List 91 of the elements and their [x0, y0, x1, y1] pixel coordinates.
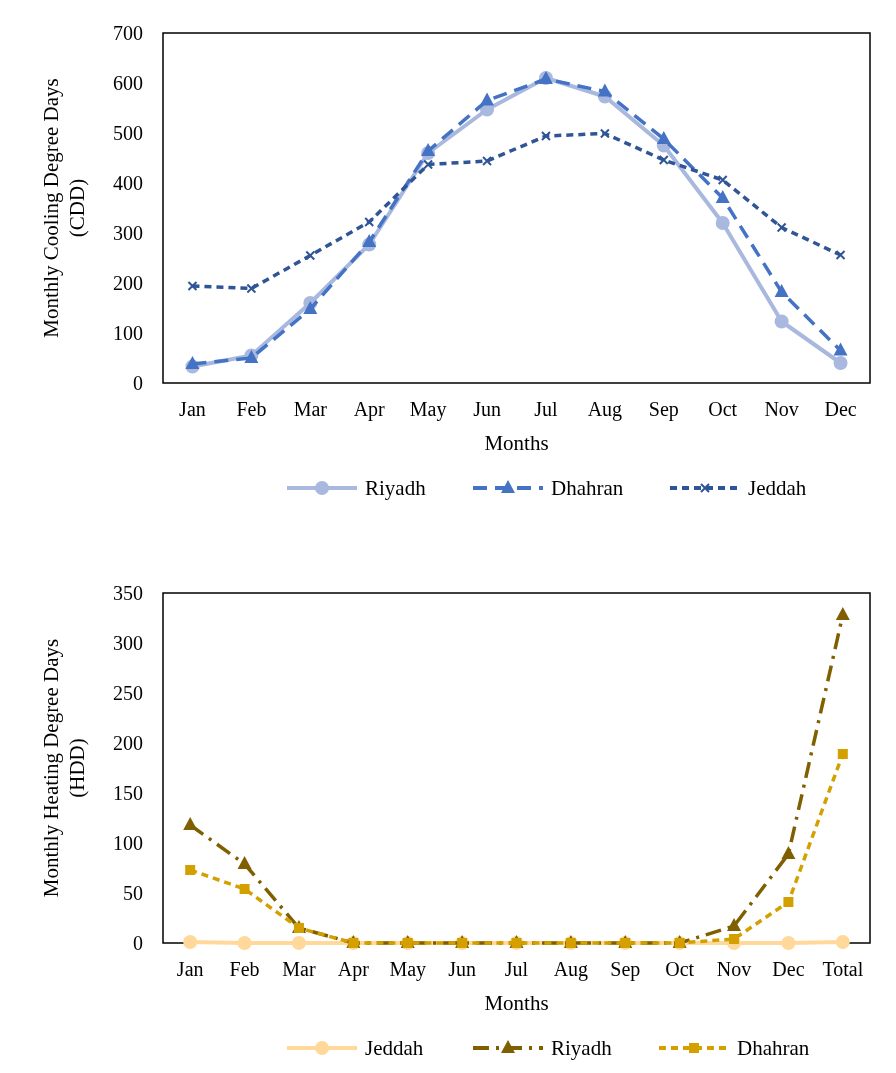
point	[835, 935, 850, 949]
point	[781, 936, 796, 950]
point	[833, 356, 848, 370]
point	[781, 846, 796, 859]
x-tick-label: Dec	[772, 958, 805, 980]
point	[776, 222, 787, 233]
point	[833, 342, 848, 356]
point	[239, 884, 250, 894]
x-tick-label: Total	[822, 958, 864, 980]
point	[783, 897, 794, 907]
x-tick-label: Oct	[665, 958, 695, 980]
point	[183, 935, 198, 949]
y-tick-label: 300	[113, 222, 143, 244]
x-tick-label: Apr	[353, 398, 386, 421]
x-tick-label: Jun	[473, 398, 501, 420]
x-tick-label: Jan	[179, 398, 206, 420]
point	[599, 128, 610, 139]
legend-label: Jeddah	[748, 476, 807, 501]
point	[237, 856, 252, 869]
y-tick-label: 150	[113, 782, 143, 804]
x-tick-label: Jun	[448, 958, 477, 980]
point	[291, 936, 306, 950]
y-tick-label: 600	[113, 72, 143, 94]
y-tick-label: 400	[113, 172, 143, 194]
point	[658, 155, 669, 165]
y-tick-label: 700	[113, 22, 143, 44]
legend-label: Dhahran	[551, 476, 624, 501]
y-tick-label: 350	[113, 582, 143, 604]
x-tick-label: Sep	[648, 398, 679, 421]
point	[540, 131, 551, 141]
point	[774, 284, 789, 297]
x-tick-label: Aug	[553, 958, 589, 981]
y-tick-label: 0	[133, 372, 143, 394]
legend-label: Jeddah	[365, 1036, 424, 1061]
x-tick-label: Mar	[282, 958, 316, 980]
point	[237, 936, 252, 950]
y-tick-label: 200	[113, 272, 143, 294]
point	[727, 918, 742, 931]
point	[183, 817, 198, 830]
point	[715, 190, 730, 203]
x-tick-label: Dec	[824, 398, 857, 420]
point	[774, 314, 789, 329]
x-tick-label: Jan	[176, 958, 204, 980]
point	[246, 283, 257, 294]
point	[364, 217, 375, 227]
point	[187, 281, 198, 291]
x-tick-label: Feb	[229, 958, 260, 980]
x-tick-label: Aug	[587, 398, 623, 421]
point	[185, 356, 200, 369]
x-tick-label: Mar	[293, 398, 328, 420]
point	[421, 143, 436, 156]
x-axis-title: Months	[484, 991, 549, 1015]
y-tick-label: 200	[113, 732, 143, 754]
point	[185, 865, 196, 875]
y-tick-label: 250	[113, 682, 143, 704]
point	[835, 250, 846, 260]
x-tick-label: May	[409, 398, 447, 421]
x-tick-label: Jul	[504, 958, 529, 980]
y-tick-label: 100	[113, 322, 143, 344]
y-tick-label: 0	[133, 932, 143, 954]
y-tick-label: 500	[113, 122, 143, 144]
x-tick-label: Nov	[764, 398, 799, 420]
y-tick-label: 50	[123, 882, 143, 904]
point	[423, 159, 434, 170]
y-tick-label: 100	[113, 832, 143, 854]
point	[362, 234, 377, 247]
point	[480, 92, 495, 106]
point	[597, 83, 612, 97]
x-tick-label: Oct	[708, 398, 738, 420]
x-tick-label: Jul	[534, 398, 559, 420]
point	[835, 607, 850, 620]
y-axis-title: Monthly Cooling Degree Days (CDD)	[39, 78, 89, 338]
legend-label: Riyadh	[365, 476, 427, 501]
x-axis-title: Months	[484, 431, 549, 455]
point	[656, 131, 671, 144]
legend-label: Dhahran	[737, 1036, 810, 1061]
point	[715, 216, 730, 230]
point	[717, 175, 728, 185]
x-tick-label: Sep	[610, 958, 641, 981]
point	[837, 749, 848, 759]
x-tick-label: Apr	[337, 958, 370, 981]
point	[303, 301, 318, 314]
legend-label: Riyadh	[551, 1036, 613, 1061]
y-axis-title: Monthly Heating Degree Days (HDD)	[39, 638, 89, 898]
y-tick-label: 300	[113, 632, 143, 654]
x-tick-label: Feb	[236, 398, 267, 420]
point	[305, 250, 316, 261]
point	[482, 156, 493, 166]
x-tick-label: Nov	[716, 958, 752, 980]
point	[729, 934, 740, 944]
x-tick-label: May	[389, 958, 427, 981]
